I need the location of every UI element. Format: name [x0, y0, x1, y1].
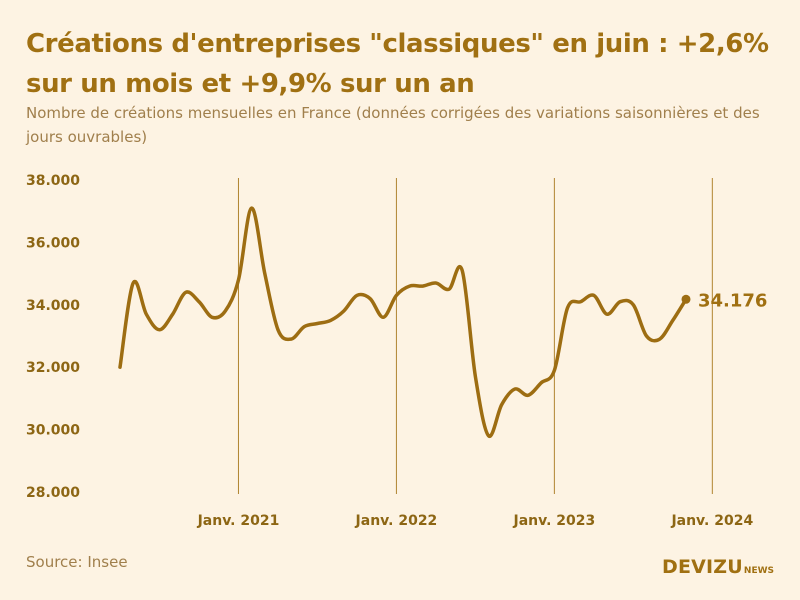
x-tick-label: Janv. 2024 — [670, 513, 753, 529]
last-data-point — [681, 294, 691, 304]
y-tick-label: 38.000 — [26, 173, 80, 189]
x-tick-label: Janv. 2021 — [197, 513, 280, 529]
x-tick-label: Janv. 2023 — [512, 513, 595, 529]
series-line — [118, 206, 688, 438]
x-tick-label: Janv. 2022 — [355, 513, 438, 529]
y-tick-label: 34.000 — [26, 298, 80, 314]
y-tick-label: 28.000 — [26, 485, 80, 501]
x-axis-ticks: Janv. 2021 Janv. 2022 Janv. 2023 Janv. 2024 — [197, 513, 754, 529]
chart-subtitle: Nombre de créations mensuelles en France… — [26, 104, 760, 146]
y-tick-label: 36.000 — [26, 235, 80, 251]
vertical-gridlines — [237, 178, 713, 494]
y-tick-label: 30.000 — [26, 423, 80, 439]
brand-logo: DEVIZUNEWS — [662, 556, 774, 578]
logo-sub: NEWS — [743, 566, 774, 576]
source-note: Source: Insee — [26, 553, 128, 571]
y-tick-label: 32.000 — [26, 360, 80, 376]
last-value-label: 34.176 — [698, 290, 767, 311]
chart-title: Créations d'entreprises "classiques" en … — [26, 29, 769, 99]
logo-brand: DEVIZU — [661, 556, 743, 578]
y-axis-ticks: 28.000 30.000 32.000 34.000 36.000 38.000 — [26, 173, 80, 501]
